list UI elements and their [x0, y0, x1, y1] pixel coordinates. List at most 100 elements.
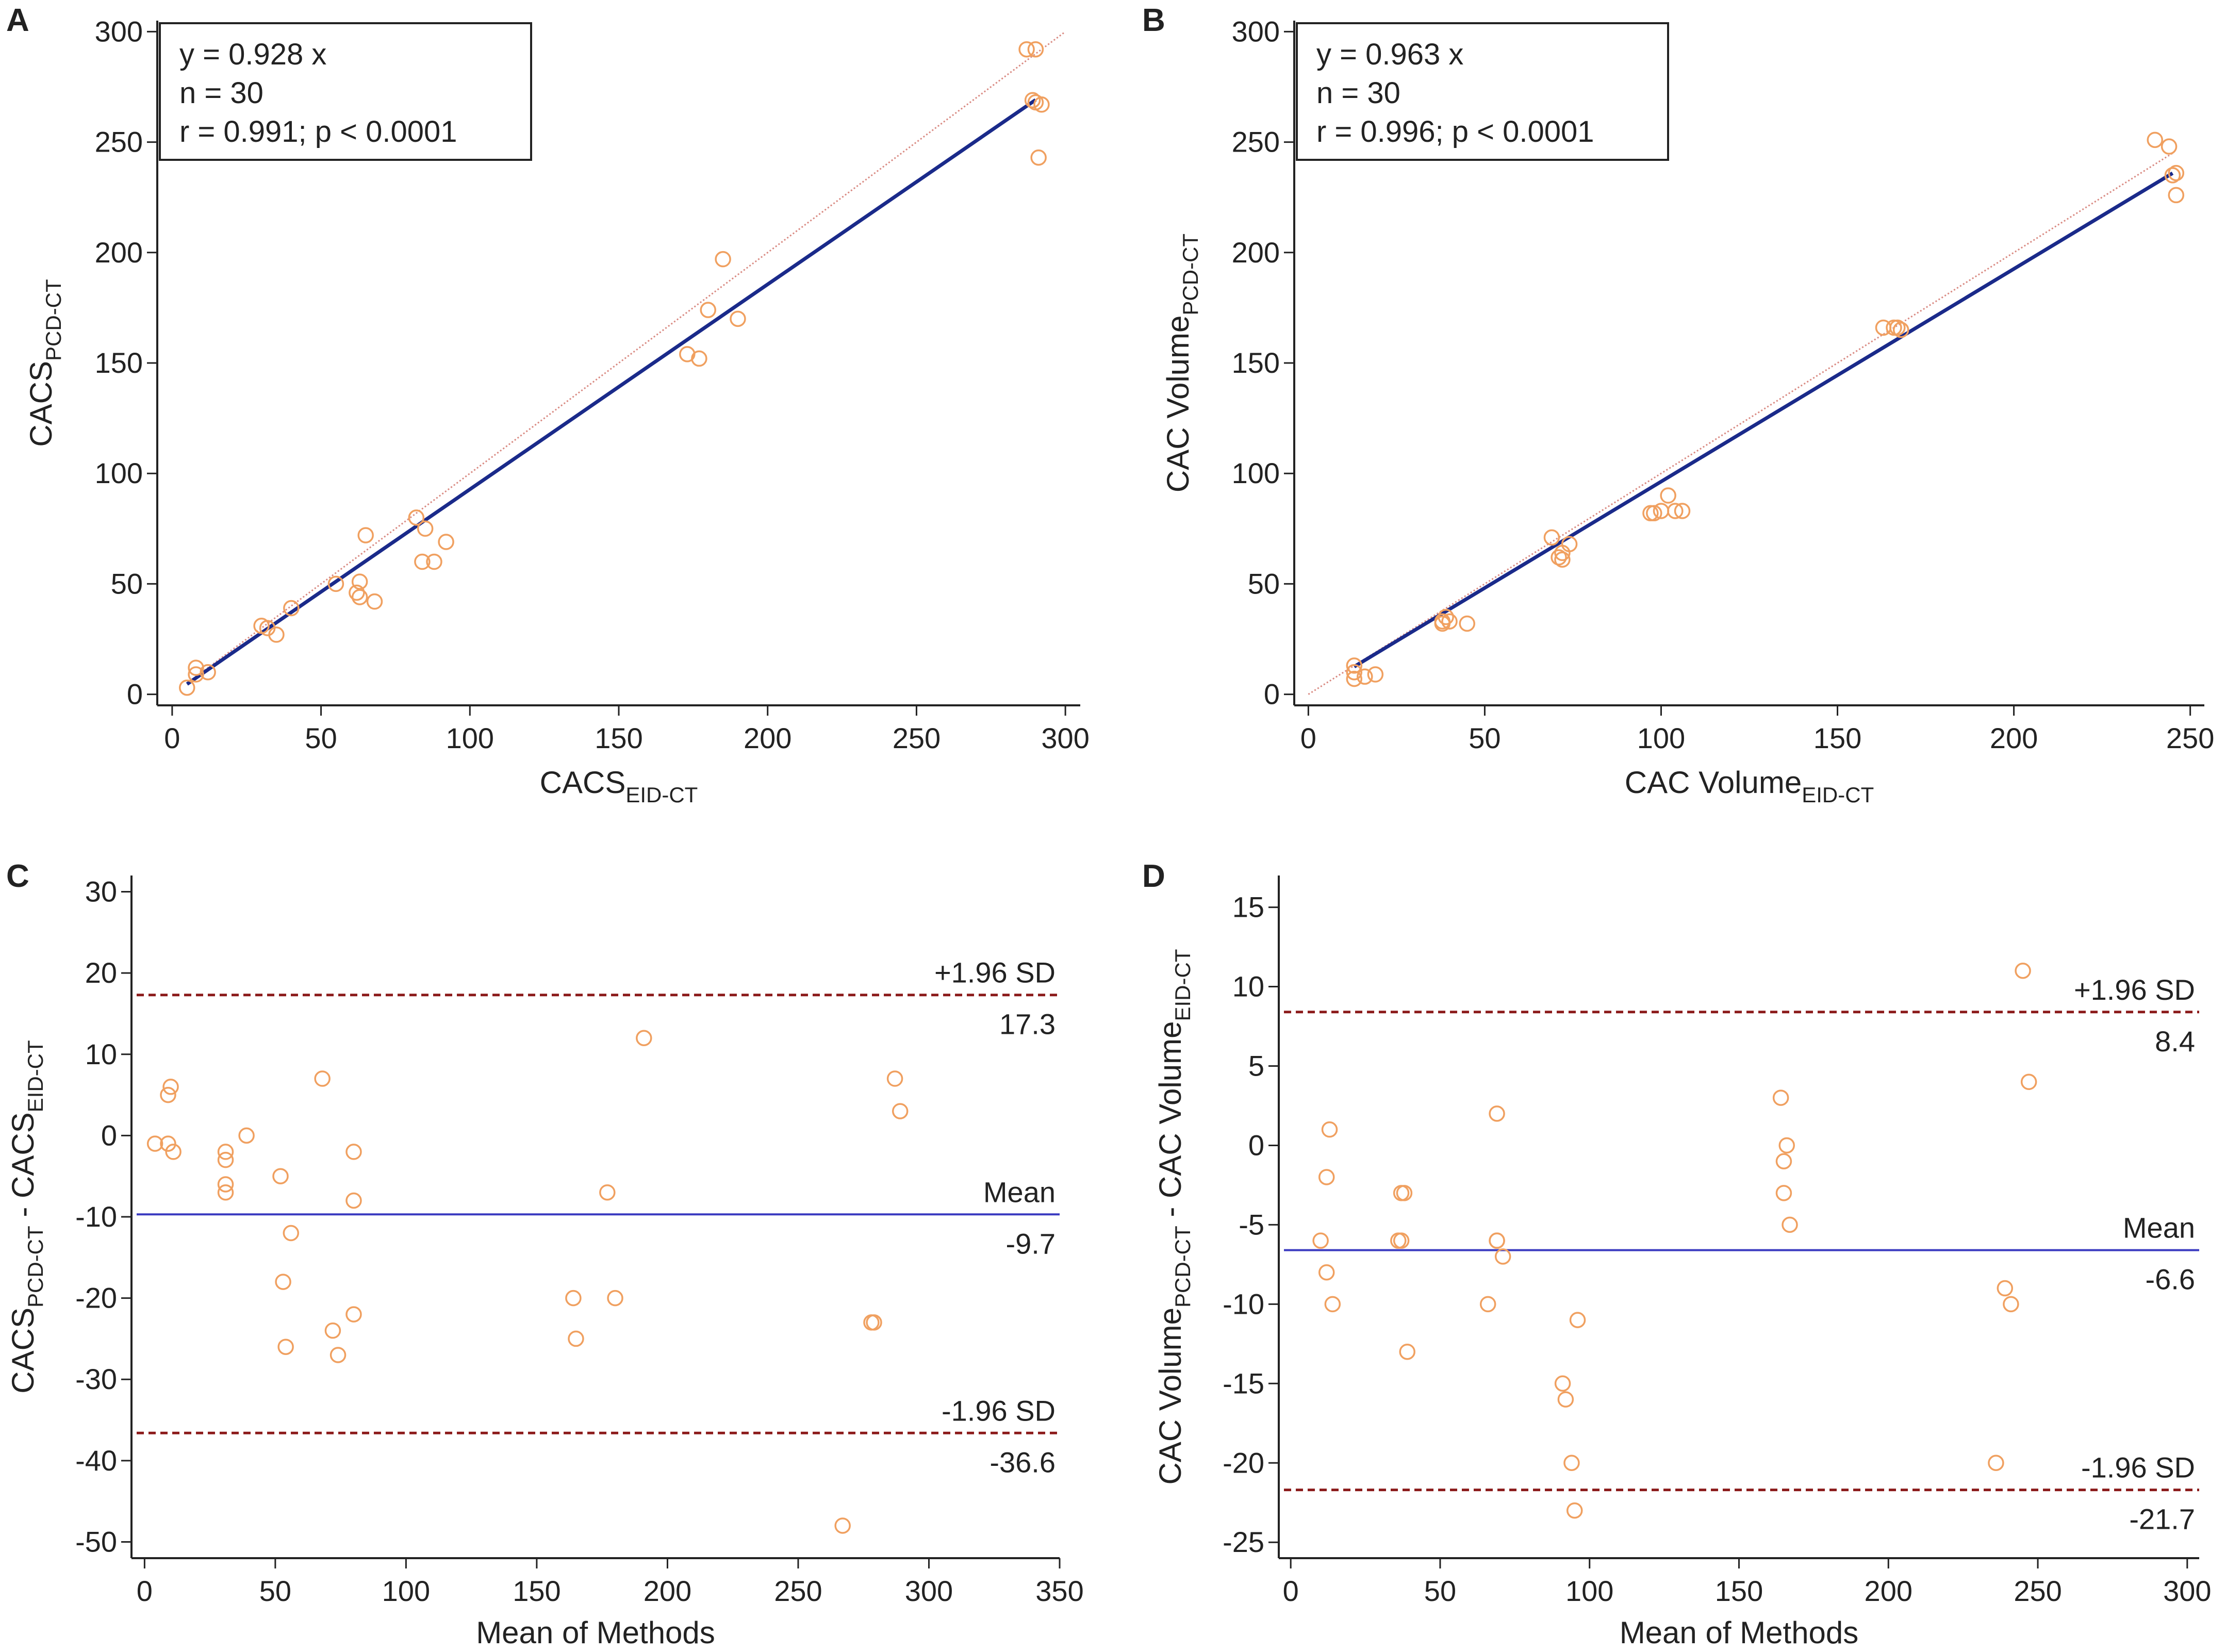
y-tick-label: 10	[85, 1038, 117, 1070]
data-point	[188, 666, 204, 683]
panel-letter: B	[1142, 3, 1165, 38]
data-point	[1660, 487, 1676, 504]
y-tick-label: 200	[95, 236, 143, 269]
x-tick-label: 100	[1565, 1575, 1613, 1607]
x-tick-label: 200	[744, 722, 792, 754]
data-point	[314, 1070, 331, 1087]
data-point	[1318, 1264, 1335, 1281]
stats-line: n = 30	[1316, 76, 1400, 110]
x-tick-label: 200	[644, 1575, 691, 1607]
data-point	[2168, 164, 2185, 181]
panel-b: B 0 50 100 150 200 250 300 0 50 100 150 200 250 CAC Vo…	[1142, 3, 2214, 807]
data-point	[1642, 505, 1659, 522]
data-point	[1033, 96, 1050, 113]
ref-value-upper: 8.4	[2155, 1025, 2195, 1058]
data-point	[1494, 1248, 1511, 1265]
data-point	[607, 1290, 623, 1307]
data-point	[1775, 1153, 1792, 1169]
regression-line	[1353, 171, 2174, 668]
panel-letter: C	[6, 858, 29, 894]
y-tick-label: -15	[1223, 1367, 1264, 1399]
x-tick-label: 150	[595, 722, 642, 754]
y-tick-label: 0	[127, 678, 143, 711]
stats-box	[159, 22, 532, 161]
data-point	[1489, 1105, 1505, 1122]
data-point	[1674, 503, 1691, 519]
data-point	[2020, 1073, 2037, 1091]
x-tick-label: 250	[774, 1575, 822, 1607]
data-point	[1489, 1232, 1505, 1249]
y-tick-label: -10	[1223, 1287, 1264, 1320]
data-point	[345, 1144, 362, 1160]
data-point	[1441, 613, 1458, 630]
data-point	[1030, 149, 1047, 166]
x-axis-title: CACSEID-CT	[540, 765, 698, 807]
ref-label-mean: Mean	[983, 1176, 1056, 1208]
y-tick-label: -5	[1239, 1208, 1264, 1241]
data-point	[162, 1079, 179, 1095]
data-point	[1479, 1296, 1496, 1313]
data-point	[834, 1517, 851, 1534]
data-point	[366, 593, 383, 610]
ref-label-upper: +1.96 SD	[934, 956, 1056, 989]
y-tick-label: -25	[1223, 1526, 1264, 1558]
data-point	[2168, 187, 2185, 204]
data-point	[349, 584, 365, 601]
x-tick-label: 250	[893, 722, 941, 754]
x-tick-label: 0	[164, 722, 180, 754]
data-point	[327, 575, 344, 592]
regression-line	[186, 98, 1037, 686]
data-point	[1892, 321, 1909, 338]
y-tick-label: 150	[1232, 346, 1280, 379]
data-point	[277, 1339, 294, 1355]
x-tick-label: 200	[1865, 1575, 1912, 1607]
data-point	[146, 1135, 163, 1152]
y-tick-label: -20	[75, 1282, 117, 1314]
x-tick-label: 50	[1424, 1575, 1456, 1607]
data-point	[2164, 167, 2181, 184]
data-point	[272, 1168, 289, 1184]
stats-line: r = 0.991; p < 0.0001	[179, 115, 457, 148]
data-point	[1775, 1185, 1792, 1201]
y-axis-title: CAC VolumePCD-CT	[1161, 234, 1202, 492]
data-point	[1321, 1121, 1338, 1138]
data-point	[160, 1135, 176, 1152]
ref-value-lower: -36.6	[990, 1446, 1056, 1478]
x-tick-label: 350	[1035, 1575, 1083, 1607]
data-point	[1561, 536, 1578, 553]
x-tick-label: 50	[305, 722, 337, 754]
x-tick-label: 250	[2014, 1575, 2062, 1607]
data-point	[1399, 1343, 1415, 1360]
data-point	[160, 1086, 176, 1103]
y-tick-label: 300	[1232, 15, 1280, 47]
data-point	[1563, 1455, 1580, 1472]
data-point	[866, 1314, 882, 1331]
data-point	[351, 589, 368, 605]
ref-value-lower: -21.7	[2129, 1503, 2195, 1535]
data-point	[1997, 1280, 2014, 1297]
panel-a: A 0 50 100 150 200 250 300 0 50 100 150 200 250 300 CAC…	[6, 3, 1090, 807]
data-point	[1554, 1375, 1571, 1392]
y-tick-label: 300	[95, 15, 143, 47]
x-axis-title: CAC VolumeEID-CT	[1625, 765, 1874, 807]
x-tick-label: 300	[1041, 722, 1089, 754]
data-point	[200, 664, 216, 681]
data-point	[1318, 1169, 1335, 1185]
data-point	[275, 1274, 291, 1290]
stats-line: n = 30	[179, 76, 263, 110]
data-point	[324, 1322, 341, 1339]
x-tick-label: 150	[1813, 722, 1861, 754]
ref-value-mean: -6.6	[2146, 1263, 2196, 1296]
stats-box	[1296, 22, 1669, 161]
x-tick-label: 50	[1469, 722, 1501, 754]
data-point	[691, 350, 707, 367]
data-point	[1988, 1455, 2004, 1472]
data-point	[1543, 529, 1560, 546]
y-tick-label: -30	[75, 1363, 117, 1395]
data-point	[1396, 1185, 1413, 1201]
ref-label-lower: -1.96 SD	[2081, 1451, 2195, 1484]
ref-label-upper: +1.96 SD	[2074, 973, 2195, 1006]
identity-line	[1308, 152, 2173, 695]
data-point	[217, 1144, 234, 1160]
